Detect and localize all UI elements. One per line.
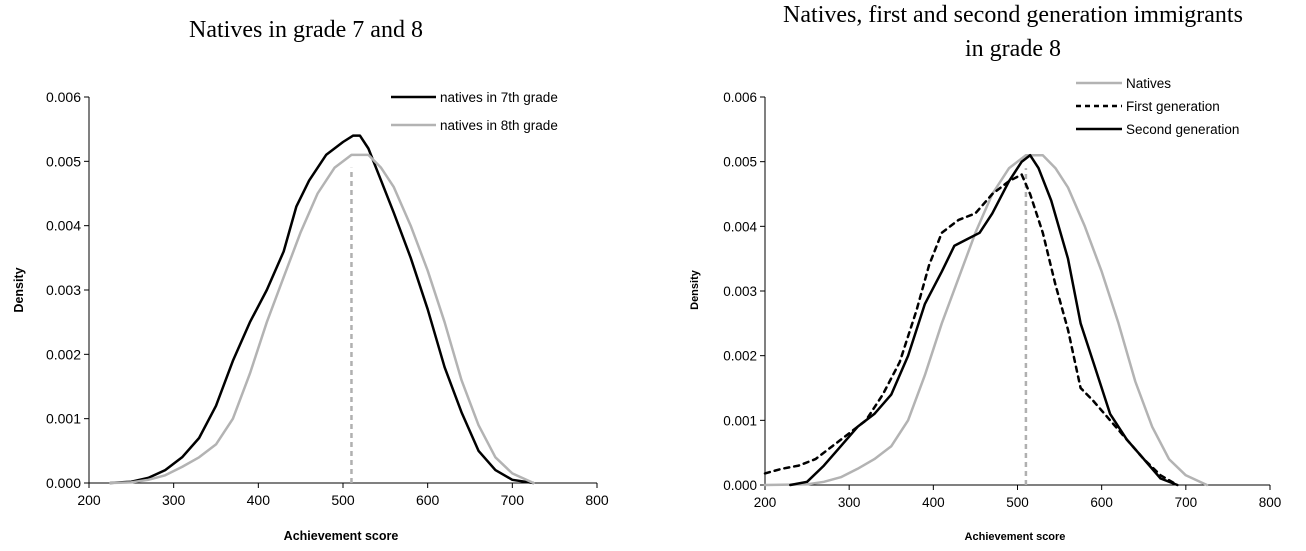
x-tick-label: 500 bbox=[331, 492, 355, 508]
x-tick-label: 600 bbox=[1090, 495, 1113, 510]
y-tick-label: 0.004 bbox=[723, 219, 757, 234]
series-line-second-generation bbox=[789, 153, 1179, 487]
legend-label-natives-8th: natives in 8th grade bbox=[440, 118, 558, 133]
series-line-natives-in-7th-grade bbox=[108, 134, 535, 485]
x-tick-label: 400 bbox=[922, 495, 945, 510]
y-tick-label: 0.001 bbox=[46, 411, 81, 427]
x-tick-label: 200 bbox=[754, 495, 777, 510]
y-tick-label: 0.000 bbox=[46, 475, 81, 491]
y-axis-label: Density bbox=[12, 267, 26, 312]
y-tick-label: 0.003 bbox=[46, 282, 81, 298]
legend-label-second-generation: Second generation bbox=[1126, 122, 1239, 137]
y-tick-label: 0.002 bbox=[723, 349, 757, 364]
chart-title: Natives in grade 7 and 8 bbox=[189, 17, 423, 43]
chart-title: Natives, first and second generation imm… bbox=[783, 2, 1243, 28]
x-axis-label: Achievement score bbox=[965, 531, 1066, 543]
x-tick-label: 400 bbox=[247, 492, 271, 508]
legend-label-natives-7th: natives in 7th grade bbox=[440, 90, 558, 105]
x-tick-label: 800 bbox=[585, 492, 609, 508]
x-tick-label: 300 bbox=[838, 495, 861, 510]
chart-natives-immigrants-grade-8: Natives, first and second generation imm… bbox=[689, 2, 1281, 543]
y-tick-label: 0.005 bbox=[46, 153, 81, 169]
series-line-first-generation bbox=[763, 173, 1179, 487]
x-tick-label: 300 bbox=[162, 492, 186, 508]
plot-area: 0.000 0.001 0.002 0.003 0.004 0.005 0.006 200 30… bbox=[46, 89, 609, 508]
y-axis-label: Density bbox=[689, 269, 701, 310]
legend-label-natives: Natives bbox=[1126, 76, 1171, 91]
x-tick-label: 700 bbox=[501, 492, 525, 508]
y-tick-label: 0.000 bbox=[723, 478, 757, 493]
legend-label-first-generation: First generation bbox=[1126, 99, 1220, 114]
y-tick-label: 0.003 bbox=[723, 284, 757, 299]
y-tick-label: 0.004 bbox=[46, 218, 81, 234]
plot-area: 0.000 0.001 0.002 0.003 0.004 0.005 0.006 200 30… bbox=[723, 90, 1281, 510]
chart-title-line-2: in grade 8 bbox=[965, 36, 1061, 62]
x-tick-label: 700 bbox=[1175, 495, 1198, 510]
series-line-natives bbox=[763, 153, 1209, 487]
legend: Natives First generation Second generati… bbox=[1076, 76, 1239, 137]
y-tick-label: 0.006 bbox=[46, 89, 81, 105]
x-tick-label: 200 bbox=[77, 492, 101, 508]
x-tick-label: 800 bbox=[1259, 495, 1282, 510]
y-tick-label: 0.002 bbox=[46, 346, 81, 362]
x-axis-label: Achievement score bbox=[284, 529, 399, 543]
y-tick-label: 0.006 bbox=[723, 90, 757, 105]
chart-natives-grade-7-8: Natives in grade 7 and 8 0.000 0.001 0.002… bbox=[12, 17, 609, 543]
legend: natives in 7th grade natives in 8th grad… bbox=[391, 90, 558, 133]
series-line-natives-in-8th-grade bbox=[108, 153, 535, 485]
x-tick-label: 500 bbox=[1006, 495, 1029, 510]
y-tick-label: 0.005 bbox=[723, 155, 757, 170]
x-tick-label: 600 bbox=[416, 492, 440, 508]
y-tick-label: 0.001 bbox=[723, 413, 757, 428]
